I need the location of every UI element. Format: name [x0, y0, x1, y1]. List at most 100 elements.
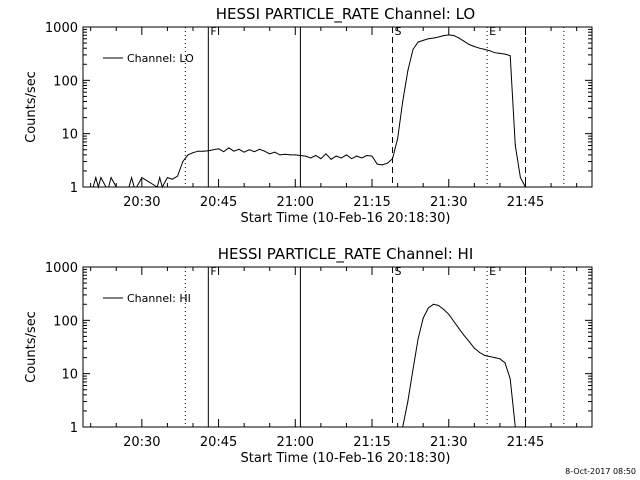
data-point	[177, 175, 179, 177]
data-point	[187, 154, 189, 156]
data-point	[386, 162, 388, 164]
marker-label: F	[210, 265, 216, 278]
data-point	[402, 101, 404, 103]
data-point	[494, 52, 496, 54]
data-point	[412, 48, 414, 50]
data-point	[345, 154, 347, 156]
data-point	[468, 43, 470, 45]
data-point	[432, 37, 434, 39]
data-point	[519, 177, 521, 179]
data-point	[320, 158, 322, 160]
data-point	[310, 157, 312, 159]
data-point	[499, 358, 501, 360]
data-point	[376, 163, 378, 165]
x-tick-label: 21:45	[507, 195, 544, 210]
data-point	[92, 186, 94, 188]
y-tick-label: 100	[53, 74, 78, 89]
timestamp: 8-Oct-2017 08:50	[565, 467, 636, 476]
data-point	[453, 321, 455, 323]
data-point	[504, 53, 506, 55]
data-point	[330, 158, 332, 160]
x-tick-label: 20:45	[200, 435, 237, 450]
data-point	[489, 50, 491, 52]
data-point	[371, 155, 373, 157]
marker-label: S	[394, 25, 401, 38]
series-line	[402, 303, 516, 428]
series-line	[88, 34, 592, 189]
data-point	[182, 161, 184, 163]
data-point	[128, 186, 130, 188]
data-point	[136, 186, 138, 188]
data-point	[110, 177, 112, 179]
data-point	[258, 148, 260, 150]
data-point	[381, 164, 383, 166]
data-point	[340, 157, 342, 159]
data-point	[473, 46, 475, 48]
data-point	[87, 186, 89, 188]
x-tick-label: 21:30	[430, 195, 467, 210]
data-point	[417, 41, 419, 43]
chart-panel-2: HESSI PARTICLE_RATE Channel: HI 1 10 100 100…	[24, 245, 593, 466]
data-point	[448, 34, 450, 36]
data-point	[159, 177, 161, 179]
y-tick-label: 1000	[45, 261, 78, 276]
data-point	[473, 347, 475, 349]
data-point	[207, 150, 209, 152]
y-tick-label: 1000	[45, 21, 78, 36]
data-point	[463, 334, 465, 336]
data-point	[197, 150, 199, 152]
data-point	[514, 426, 516, 428]
x-axis-label: Start Time (10-Feb-16 20:18:30)	[241, 451, 451, 466]
data-point	[509, 55, 511, 57]
x-tick-label: 21:15	[353, 195, 390, 210]
data-point	[166, 177, 168, 179]
data-point	[305, 155, 307, 157]
data-point	[402, 426, 404, 428]
data-point	[161, 186, 163, 188]
data-point	[427, 307, 429, 309]
data-point	[284, 153, 286, 155]
data-point	[591, 186, 593, 188]
data-point	[494, 357, 496, 359]
data-point	[427, 38, 429, 40]
data-point	[407, 401, 409, 403]
legend-label: Channel: HI	[127, 292, 191, 305]
data-point	[269, 153, 271, 155]
data-point	[514, 144, 516, 146]
data-point	[264, 150, 266, 152]
data-point	[407, 70, 409, 72]
y-tick-label: 10	[61, 128, 78, 143]
data-point	[361, 157, 363, 159]
legend: Channel: LO	[103, 52, 194, 65]
y-tick-label: 1	[70, 421, 78, 436]
data-point	[458, 328, 460, 330]
data-point	[443, 35, 445, 37]
x-axis-label: Start Time (10-Feb-16 20:18:30)	[241, 211, 451, 226]
x-tick-label: 20:45	[200, 195, 237, 210]
data-point	[463, 40, 465, 42]
data-point	[478, 351, 480, 353]
x-tick-label: 21:00	[277, 435, 314, 450]
data-point	[105, 186, 107, 188]
marker-label: E	[489, 25, 496, 38]
data-point	[325, 153, 327, 155]
chart-title: HESSI PARTICLE_RATE Channel: HI	[218, 245, 474, 264]
data-point	[504, 362, 506, 364]
data-point	[499, 52, 501, 54]
data-point	[453, 35, 455, 37]
data-point	[391, 158, 393, 160]
marker-label: S	[394, 265, 401, 278]
data-point	[218, 148, 220, 150]
data-point	[243, 151, 245, 153]
y-tick-label: 10	[61, 368, 78, 383]
marker-label: E	[489, 265, 496, 278]
data-point	[438, 36, 440, 38]
data-point	[524, 186, 526, 188]
data-point	[397, 138, 399, 140]
plot-frame	[82, 266, 593, 428]
data-point	[202, 150, 204, 152]
data-point	[484, 48, 486, 50]
data-point	[248, 149, 250, 151]
data-point	[351, 158, 353, 160]
data-point	[192, 152, 194, 154]
